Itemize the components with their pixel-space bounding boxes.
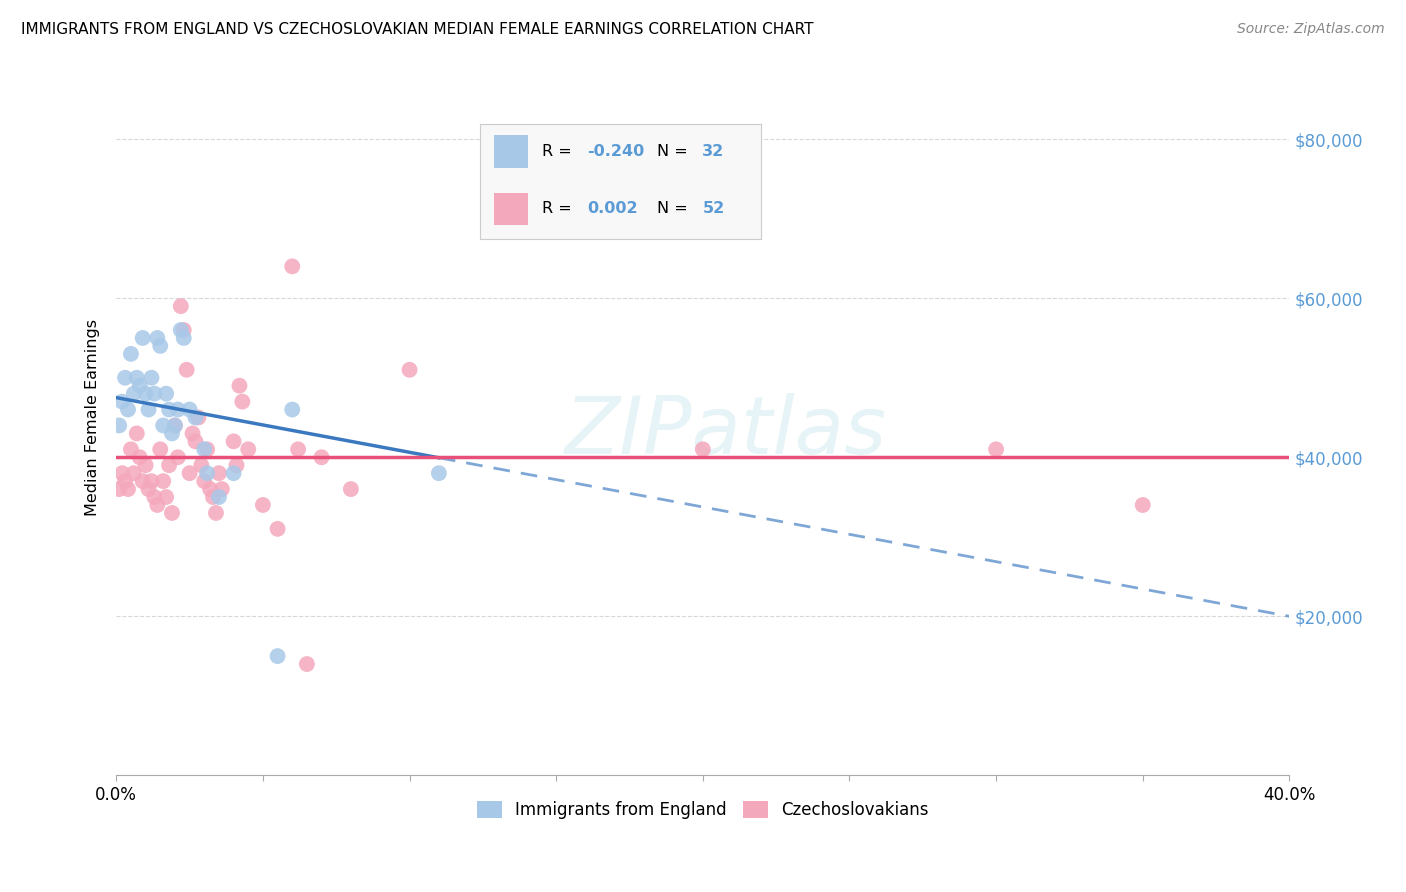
Point xyxy=(208,466,231,480)
Point xyxy=(135,386,157,401)
Text: ZIPatlas: ZIPatlas xyxy=(565,392,887,471)
Point xyxy=(173,331,195,345)
Point xyxy=(146,498,169,512)
Point xyxy=(222,466,245,480)
Point xyxy=(190,458,212,473)
Point xyxy=(208,490,231,504)
Point xyxy=(170,299,193,313)
Point xyxy=(195,466,218,480)
Point xyxy=(108,482,131,496)
Point xyxy=(111,466,134,480)
Point xyxy=(157,458,180,473)
Point xyxy=(155,490,177,504)
Point xyxy=(122,386,145,401)
Point xyxy=(131,474,153,488)
Point xyxy=(108,418,131,433)
Point xyxy=(170,323,193,337)
Point xyxy=(167,450,190,465)
Point xyxy=(398,363,420,377)
Point xyxy=(176,363,198,377)
Point xyxy=(211,482,233,496)
Point xyxy=(138,402,160,417)
Point xyxy=(141,474,163,488)
Point xyxy=(222,434,245,449)
Point xyxy=(202,490,225,504)
Point xyxy=(122,466,145,480)
Point xyxy=(198,482,221,496)
Point xyxy=(193,474,215,488)
Point xyxy=(160,506,183,520)
Point xyxy=(225,458,247,473)
Point xyxy=(114,370,136,384)
Point xyxy=(266,649,288,664)
Point xyxy=(205,506,228,520)
Point xyxy=(128,378,150,392)
Point xyxy=(141,370,163,384)
Point xyxy=(231,394,253,409)
Point xyxy=(181,426,204,441)
Point xyxy=(152,474,174,488)
Point xyxy=(152,418,174,433)
Point xyxy=(143,386,166,401)
Point xyxy=(984,442,1007,457)
Point xyxy=(157,402,180,417)
Point xyxy=(114,474,136,488)
Point xyxy=(149,442,172,457)
Point xyxy=(184,410,207,425)
Point xyxy=(1132,498,1154,512)
Point xyxy=(131,331,153,345)
Point xyxy=(125,370,148,384)
Y-axis label: Median Female Earnings: Median Female Earnings xyxy=(86,319,100,516)
Point xyxy=(340,482,363,496)
Point xyxy=(111,394,134,409)
Point xyxy=(295,657,318,671)
Point xyxy=(155,386,177,401)
Point xyxy=(193,442,215,457)
Point xyxy=(163,418,186,433)
Point xyxy=(173,323,195,337)
Text: IMMIGRANTS FROM ENGLAND VS CZECHOSLOVAKIAN MEDIAN FEMALE EARNINGS CORRELATION CH: IMMIGRANTS FROM ENGLAND VS CZECHOSLOVAKI… xyxy=(21,22,814,37)
Point xyxy=(179,402,201,417)
Point xyxy=(167,402,190,417)
Point xyxy=(184,434,207,449)
Point xyxy=(252,498,274,512)
Point xyxy=(135,458,157,473)
Text: Source: ZipAtlas.com: Source: ZipAtlas.com xyxy=(1237,22,1385,37)
Point xyxy=(120,442,142,457)
Point xyxy=(143,490,166,504)
Point xyxy=(163,418,186,433)
Point xyxy=(117,402,139,417)
Point xyxy=(187,410,209,425)
Point xyxy=(195,442,218,457)
Legend: Immigrants from England, Czechoslovakians: Immigrants from England, Czechoslovakian… xyxy=(470,794,936,825)
Point xyxy=(149,339,172,353)
Point xyxy=(287,442,309,457)
Point xyxy=(311,450,333,465)
Point xyxy=(692,442,714,457)
Point xyxy=(125,426,148,441)
Point xyxy=(138,482,160,496)
Point xyxy=(179,466,201,480)
Point xyxy=(281,402,304,417)
Point xyxy=(427,466,450,480)
Point xyxy=(146,331,169,345)
Point xyxy=(120,347,142,361)
Point xyxy=(128,450,150,465)
Point xyxy=(117,482,139,496)
Point xyxy=(228,378,250,392)
Point xyxy=(160,426,183,441)
Point xyxy=(281,260,304,274)
Point xyxy=(266,522,288,536)
Point xyxy=(238,442,260,457)
